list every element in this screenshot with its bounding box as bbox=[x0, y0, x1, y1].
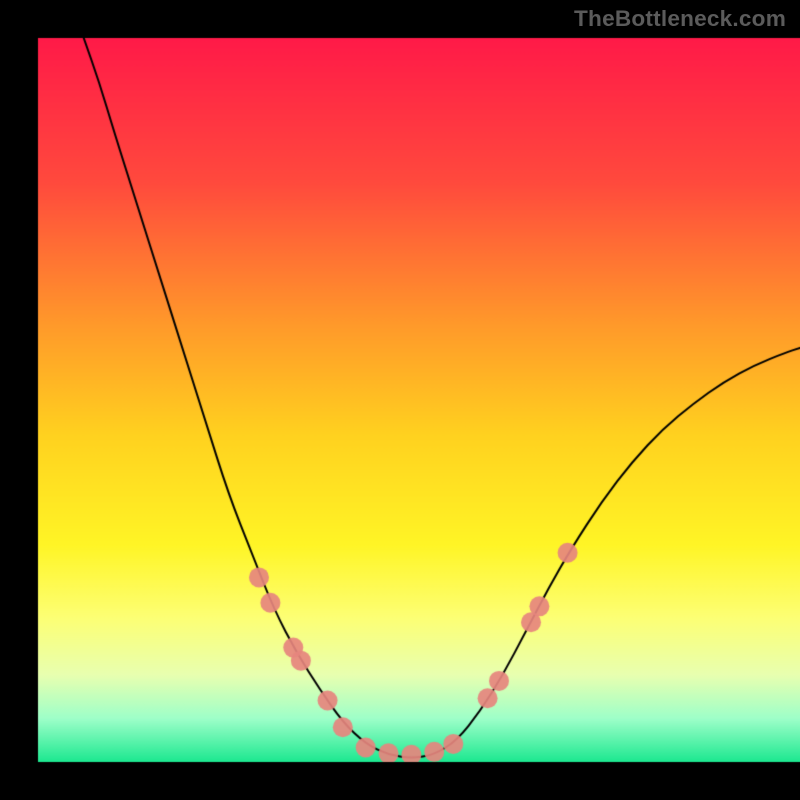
watermark-label: TheBottleneck.com bbox=[574, 6, 786, 32]
chart-container: TheBottleneck.com bbox=[0, 0, 800, 800]
bottleneck-curve-chart bbox=[0, 0, 800, 800]
